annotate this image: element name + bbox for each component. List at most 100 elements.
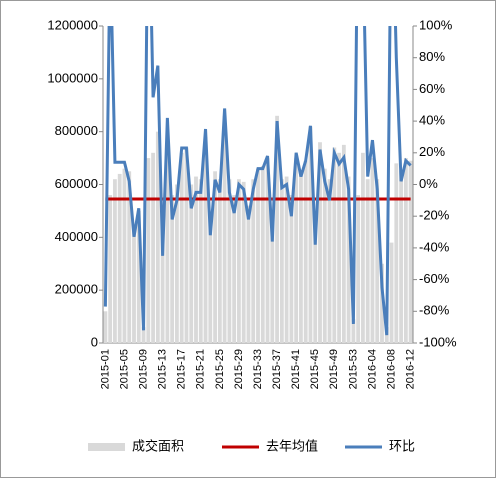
bar [232, 195, 237, 343]
bar [108, 195, 113, 343]
bar [184, 147, 189, 343]
bar [275, 115, 279, 343]
bar [279, 179, 284, 343]
x-tick-label: 2015-45 [309, 349, 321, 389]
bar [380, 263, 384, 343]
line [103, 26, 412, 336]
bar [217, 179, 222, 343]
bar [394, 163, 399, 343]
bar [356, 195, 361, 343]
bar [117, 173, 122, 343]
y2-tick-label: 0% [419, 176, 438, 191]
x-tick-label: 2016-04 [366, 349, 378, 389]
bar [241, 181, 246, 343]
bar [189, 184, 194, 343]
bar [194, 176, 198, 343]
bar [260, 166, 265, 343]
bar [322, 168, 327, 343]
y2-tick-label: 40% [419, 113, 445, 128]
y2-tick-label: -80% [419, 303, 450, 318]
bar [251, 179, 256, 343]
bar [270, 216, 275, 343]
bar [165, 142, 170, 343]
bar [208, 210, 213, 343]
bar [222, 115, 227, 343]
bar [403, 158, 408, 343]
y-tick-label: 600000 [55, 176, 98, 191]
y2-tick-label: -20% [419, 208, 450, 223]
bar [136, 210, 141, 343]
bar [146, 158, 151, 343]
y-tick-label: 200000 [55, 282, 98, 297]
x-tick-label: 2015-37 [271, 349, 283, 389]
y-tick-label: 400000 [55, 229, 98, 244]
bar [370, 158, 375, 343]
bar [375, 179, 380, 343]
bar [160, 232, 165, 343]
bar [389, 242, 394, 343]
x-tick-label: 2015-09 [137, 349, 149, 389]
bar [303, 160, 308, 343]
x-tick-label: 2016-12 [405, 349, 417, 389]
y-tick-label: 0 [91, 334, 98, 349]
bar [213, 171, 217, 343]
x-tick-label: 2015-01 [99, 349, 111, 389]
bar [237, 179, 241, 343]
legend-label: 去年均值 [266, 438, 318, 453]
legend-label: 环比 [389, 438, 415, 453]
x-tick-label: 2015-41 [290, 349, 302, 389]
x-tick-label: 2015-33 [252, 349, 264, 389]
bar [246, 205, 251, 343]
y2-tick-label: -40% [419, 239, 450, 254]
plot-area [103, 26, 413, 343]
x-tick-label: 2015-49 [328, 349, 340, 389]
bar [299, 171, 303, 343]
bar [265, 158, 270, 343]
y2-tick-label: 60% [419, 81, 445, 96]
bar [318, 142, 322, 343]
y2-tick-label: -60% [419, 271, 450, 286]
x-tick-label: 2015-05 [118, 349, 130, 389]
y-tick-label: 1200000 [47, 17, 98, 32]
bar [113, 179, 117, 343]
y2-tick-label: -100% [419, 334, 457, 349]
x-tick-label: 2015-13 [157, 349, 169, 389]
bar [256, 168, 260, 343]
bar [175, 184, 179, 343]
x-tick-label: 2015-17 [176, 349, 188, 389]
y2-tick-label: 80% [419, 49, 445, 64]
bar [327, 179, 332, 343]
bar [227, 179, 232, 343]
bar [151, 152, 155, 343]
y-tick-label: 800000 [55, 123, 98, 138]
x-tick-label: 2015-53 [347, 349, 359, 389]
bar [361, 152, 365, 343]
x-tick-label: 2016-08 [385, 349, 397, 389]
legend-label: 成交面积 [132, 438, 184, 453]
bar [155, 131, 160, 343]
bar [170, 195, 175, 343]
bar [103, 311, 108, 343]
bar [127, 171, 132, 343]
bar [351, 319, 356, 343]
y-tick-label: 1000000 [47, 70, 98, 85]
bar [284, 176, 289, 343]
bar [122, 168, 127, 343]
bar [337, 152, 341, 343]
bar [294, 158, 299, 343]
x-tick-label: 2015-25 [214, 349, 226, 389]
bar [408, 160, 413, 343]
bar [365, 179, 370, 343]
y2-tick-label: 20% [419, 144, 445, 159]
bar [308, 126, 313, 343]
legend-swatch [88, 443, 125, 451]
bar [399, 171, 403, 343]
bar [132, 229, 136, 343]
bar [203, 136, 208, 343]
x-tick-label: 2015-29 [233, 349, 245, 389]
bar [141, 327, 146, 343]
bar [341, 144, 346, 343]
bar [179, 152, 184, 343]
bar [198, 179, 203, 343]
